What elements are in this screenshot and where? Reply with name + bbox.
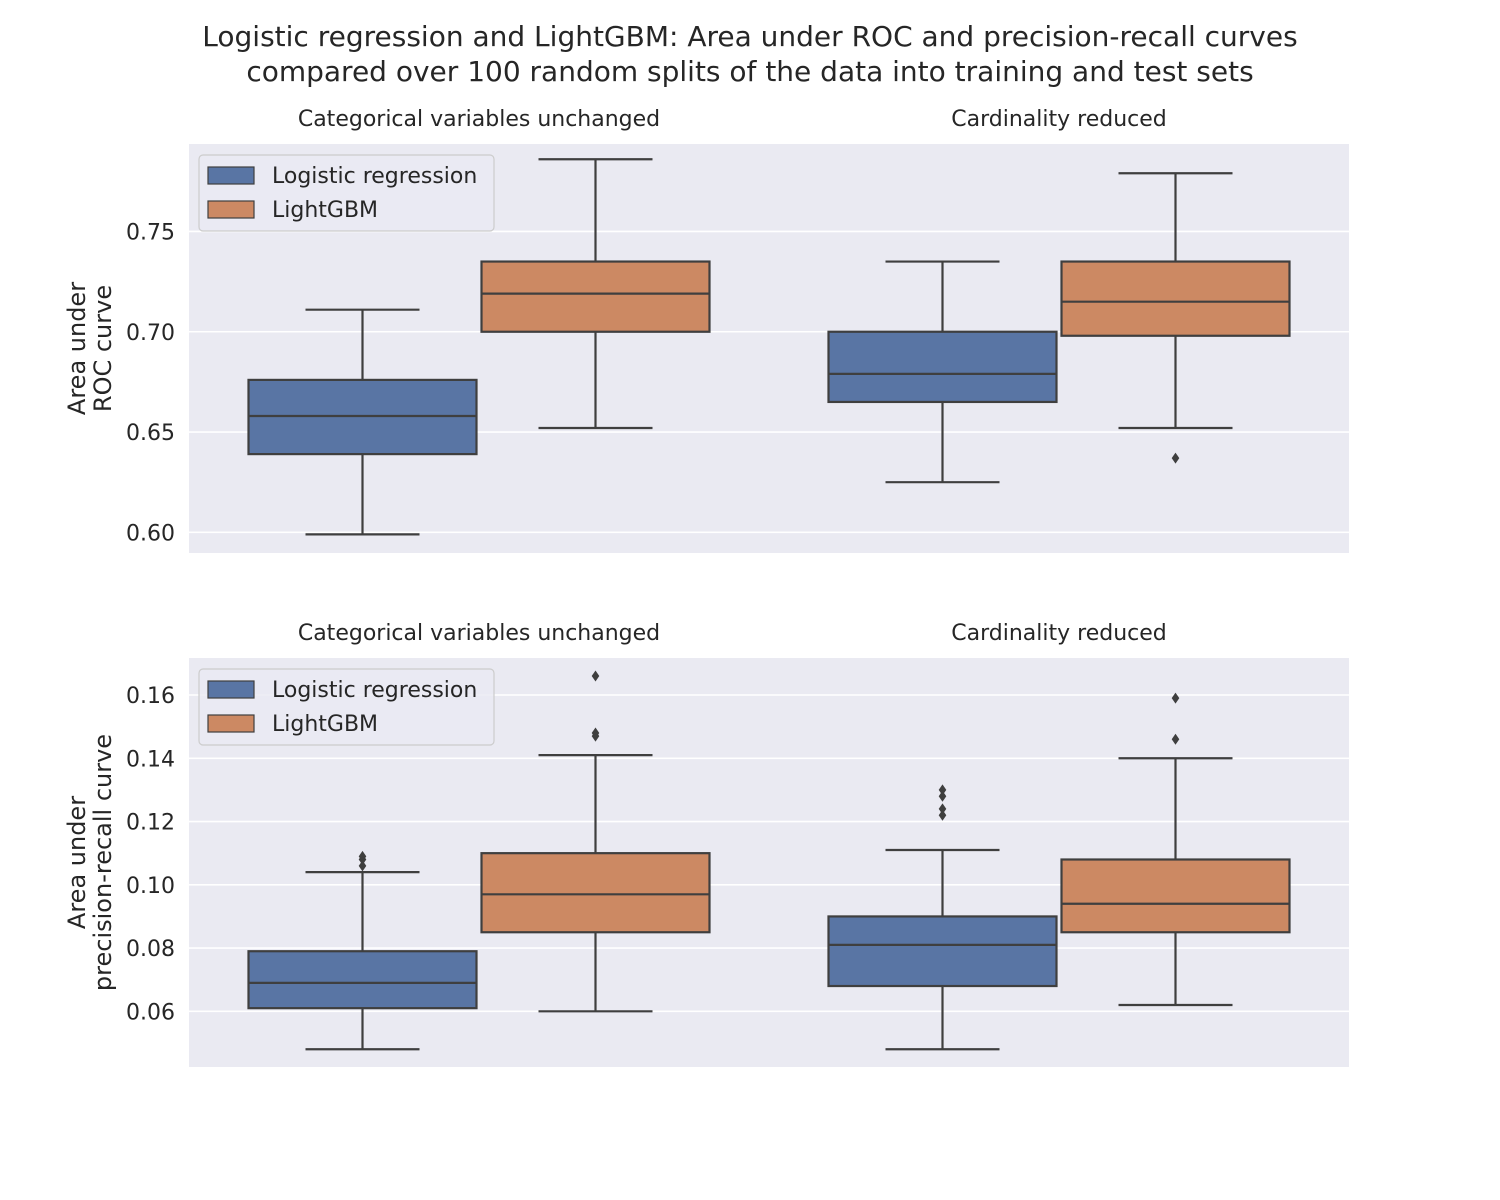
box-logistic-regression (247, 308, 478, 536)
box-lightgbm (480, 670, 711, 1013)
y-tick-label: 0.60 (126, 521, 175, 546)
legend: Logistic regression LightGBM (198, 668, 495, 746)
y-tick-label: 0.70 (126, 321, 175, 346)
outlier-point (938, 790, 947, 802)
y-tick-label: 0.75 (126, 220, 175, 245)
box-logistic-regression (247, 850, 478, 1051)
legend-swatch (207, 680, 255, 699)
legend-swatch (207, 166, 255, 185)
y-axis-label-line: ROC curve (89, 285, 117, 412)
box-lightgbm (480, 158, 711, 430)
y-axis-label-line: Area under (63, 796, 91, 929)
legend-label: LightGBM (272, 198, 378, 223)
outlier-point (938, 803, 947, 815)
panel-1-1: Categorical variables unchanged (247, 107, 711, 536)
box-lightgbm (1060, 692, 1291, 1007)
box-iqr (480, 852, 711, 934)
y-axis-label-line: precision-recall curve (89, 734, 117, 991)
chart-title-line-2: compared over 100 random splits of the d… (246, 55, 1253, 88)
box-iqr (1060, 260, 1291, 337)
y-tick-label: 0.14 (126, 747, 175, 772)
box-logistic-regression (827, 260, 1058, 484)
legend-frame (198, 154, 495, 232)
y-axis-label: Area underprecision-recall curve (63, 734, 117, 991)
legend-label: Logistic regression (272, 678, 477, 703)
outlier-point (938, 784, 947, 796)
y-tick-label: 0.10 (126, 874, 175, 899)
y-tick-label: 0.65 (126, 421, 175, 446)
y-axis-label: Area underROC curve (63, 282, 117, 415)
row-2: 0.06 0.08 0.10 0.12 0.14 0.16 Area underprecis… (63, 621, 1349, 1067)
outlier-point (1171, 733, 1180, 745)
box-iqr (247, 950, 478, 1010)
y-axis-label-line: Area under (63, 282, 91, 415)
chart-title: Logistic regression and LightGBM: Area u… (202, 20, 1297, 88)
box-lightgbm (1060, 172, 1291, 464)
y-tick-label: 0.08 (126, 937, 175, 962)
legend-label: Logistic regression (272, 164, 477, 189)
box-iqr (827, 330, 1058, 404)
y-tick-label: 0.06 (126, 1000, 175, 1025)
outlier-point (1171, 692, 1180, 704)
panel-1-2: Cardinality reduced (827, 107, 1291, 484)
y-tick-label: 0.12 (126, 811, 175, 836)
legend-swatch (207, 200, 255, 219)
panel-title: Cardinality reduced (951, 107, 1166, 132)
panel-title: Categorical variables unchanged (298, 107, 660, 132)
outlier-point (591, 727, 600, 739)
legend-frame (198, 668, 495, 746)
outlier-point (1171, 452, 1180, 464)
legend-label: LightGBM (272, 712, 378, 737)
box-logistic-regression (827, 784, 1058, 1051)
box-iqr (1060, 858, 1291, 934)
box-iqr (827, 915, 1058, 988)
panel-title: Cardinality reduced (951, 621, 1166, 646)
box-iqr (480, 260, 711, 333)
outlier-point (938, 809, 947, 821)
outlier-point (591, 670, 600, 682)
panel-2-1: Categorical variables unchanged (247, 621, 711, 1051)
chart-title-line-1: Logistic regression and LightGBM: Area u… (202, 20, 1297, 53)
legend-swatch (207, 714, 255, 733)
outlier-point (358, 860, 367, 872)
y-tick-label: 0.16 (126, 684, 175, 709)
row-1: 0.60 0.65 0.70 0.75 Area underROC curve Categ… (63, 107, 1349, 553)
outlier-point (358, 850, 367, 862)
panel-title: Categorical variables unchanged (298, 621, 660, 646)
panel-2-2: Cardinality reduced (827, 621, 1291, 1051)
legend: Logistic regression LightGBM (198, 154, 495, 232)
